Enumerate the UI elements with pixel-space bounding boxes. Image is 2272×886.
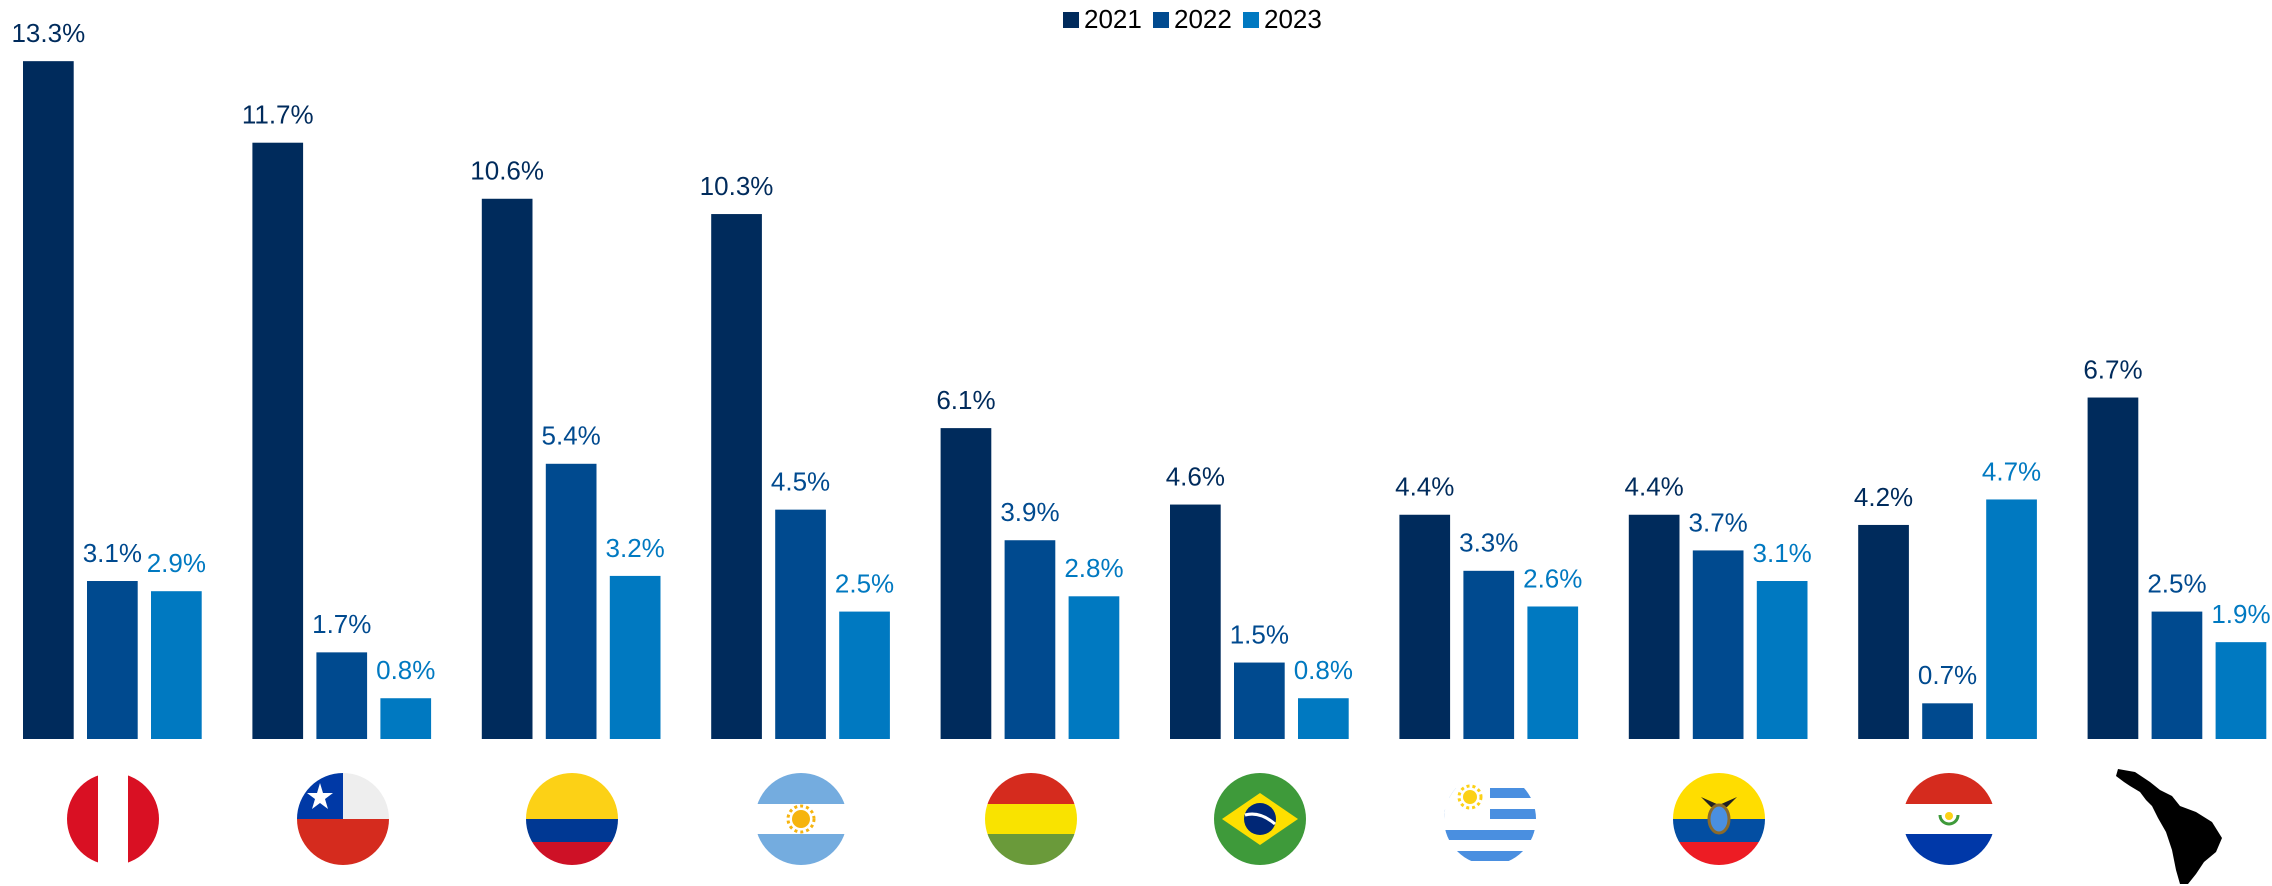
flag-uruguay bbox=[1444, 773, 1536, 865]
bar bbox=[1628, 514, 1680, 739]
value-label: 1.5% bbox=[1230, 619, 1289, 649]
bar bbox=[1527, 606, 1579, 739]
bar bbox=[481, 198, 533, 740]
value-label: 1.9% bbox=[2211, 599, 2270, 629]
flag-ecuador bbox=[1673, 773, 1765, 865]
value-label: 3.3% bbox=[1459, 528, 1518, 558]
value-label: 4.4% bbox=[1395, 472, 1454, 502]
value-label: 1.7% bbox=[312, 609, 371, 639]
bar bbox=[839, 611, 890, 739]
value-label: 4.6% bbox=[1166, 461, 1225, 491]
value-label: 3.7% bbox=[1689, 507, 1748, 537]
flags bbox=[67, 769, 2222, 884]
bar bbox=[1004, 540, 1056, 739]
bar bbox=[1298, 698, 1349, 739]
bar bbox=[1922, 703, 1973, 739]
value-label: 2.6% bbox=[1523, 563, 1582, 593]
value-label: 10.6% bbox=[470, 156, 544, 186]
map-latin-america bbox=[2116, 769, 2222, 884]
value-label: 2.9% bbox=[147, 548, 206, 578]
bar bbox=[2215, 642, 2267, 739]
bar bbox=[87, 581, 138, 739]
flag-brazil bbox=[1214, 773, 1306, 865]
flag-colombia bbox=[526, 773, 618, 865]
value-label: 4.2% bbox=[1854, 482, 1913, 512]
value-label: 4.4% bbox=[1625, 472, 1684, 502]
flag-peru bbox=[67, 773, 159, 865]
bar bbox=[23, 61, 74, 739]
value-label: 3.9% bbox=[1000, 497, 1059, 527]
value-label: 2.8% bbox=[1064, 553, 1123, 583]
legend: 2021 2022 2023 bbox=[1063, 4, 1322, 34]
legend-swatch bbox=[1243, 12, 1259, 28]
bar bbox=[711, 214, 762, 739]
bar bbox=[252, 142, 304, 740]
value-label: 2.5% bbox=[2147, 568, 2206, 598]
bar bbox=[151, 591, 202, 739]
bar bbox=[1858, 524, 1909, 739]
bar bbox=[1234, 662, 1285, 739]
value-label: 6.1% bbox=[936, 385, 995, 415]
legend-label: 2021 bbox=[1084, 4, 1142, 34]
value-label: 10.3% bbox=[700, 171, 774, 201]
flag-argentina bbox=[755, 773, 847, 865]
legend-label: 2023 bbox=[1264, 4, 1322, 34]
value-label: 3.2% bbox=[606, 533, 665, 563]
value-label: 0.7% bbox=[1918, 660, 1977, 690]
bar bbox=[545, 463, 597, 739]
bar bbox=[775, 509, 826, 739]
value-label: 4.5% bbox=[771, 467, 830, 497]
legend-label: 2022 bbox=[1174, 4, 1232, 34]
bar bbox=[940, 428, 992, 739]
bar bbox=[380, 698, 432, 739]
bar bbox=[316, 652, 368, 739]
bar bbox=[2151, 611, 2203, 739]
bar bbox=[1068, 596, 1120, 739]
value-label: 13.3% bbox=[11, 18, 85, 48]
value-label: 0.8% bbox=[376, 655, 435, 685]
value-label: 4.7% bbox=[1982, 456, 2041, 486]
value-label: 11.7% bbox=[242, 100, 314, 130]
flag-bolivia bbox=[985, 773, 1077, 865]
bar bbox=[609, 575, 661, 739]
flag-chile bbox=[297, 773, 389, 865]
value-label: 6.7% bbox=[2083, 354, 2142, 384]
bar bbox=[1986, 499, 2037, 739]
value-label: 0.8% bbox=[1294, 655, 1353, 685]
bar bbox=[1399, 514, 1451, 739]
legend-swatch bbox=[1063, 12, 1079, 28]
bar bbox=[1756, 581, 1808, 739]
value-label: 5.4% bbox=[542, 421, 601, 451]
bar bbox=[1170, 504, 1221, 739]
bar bbox=[2087, 397, 2139, 739]
flag-paraguay bbox=[1903, 773, 1995, 865]
legend-swatch bbox=[1153, 12, 1169, 28]
bar bbox=[1463, 570, 1515, 739]
value-label: 3.1% bbox=[83, 538, 142, 568]
value-label: 3.1% bbox=[1753, 538, 1812, 568]
bar bbox=[1692, 550, 1744, 739]
value-label: 2.5% bbox=[835, 568, 894, 598]
